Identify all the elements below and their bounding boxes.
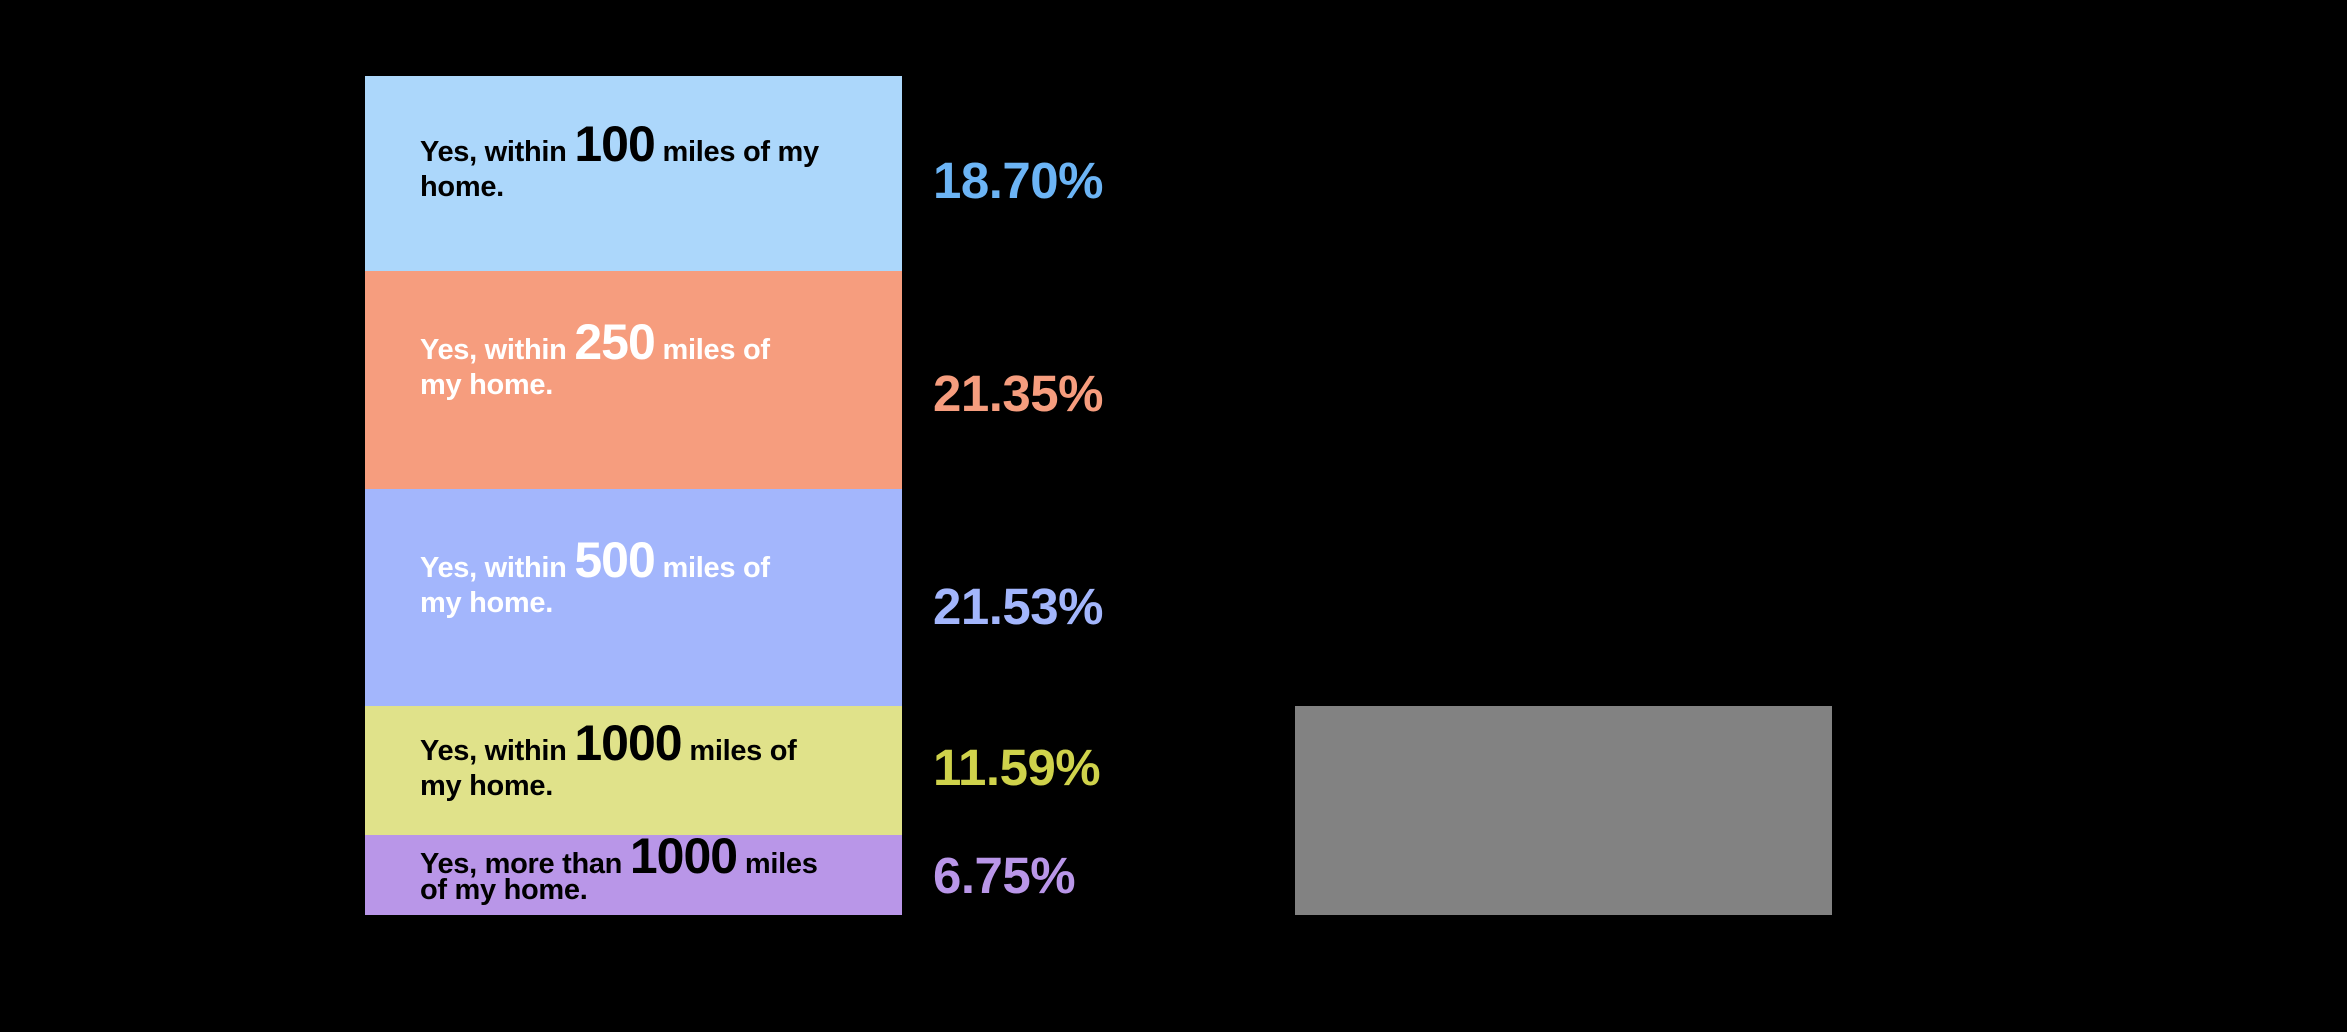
label-suffix: miles of [662,334,770,366]
segment-label-line2: home. [420,171,504,203]
segment-label-line2: my home. [420,587,553,619]
segment-label: Yes, within 1000 miles of my home. [420,718,797,804]
label-prefix: Yes, more than [420,848,623,880]
segment-label: Yes, more than 1000 miles of my home. [420,831,818,906]
label-number: 500 [574,532,655,588]
label-prefix: Yes, within [420,735,567,767]
label-number: 1000 [574,715,682,771]
segment-more-than-1000-miles: Yes, more than 1000 miles of my home. [365,831,902,915]
segment-label-line2: of my home. [420,874,588,906]
label-suffix: miles [744,848,818,880]
segment-label: Yes, within 100 miles of my home. [420,119,820,205]
segment-label-line2: my home. [420,369,553,401]
segment-label-line1: Yes, within 250 miles of [420,317,770,368]
placeholder-box [1295,706,1832,915]
value-label-within-250: 21.35% [933,365,1103,422]
segment-label-line1: Yes, more than 1000 miles [420,831,818,881]
segment-label-line2: my home. [420,770,553,802]
segment-within-500-miles: Yes, within 500 miles of my home. [365,489,902,706]
value-label-more-than-1000: 6.75% [933,847,1076,904]
segment-within-250-miles: Yes, within 250 miles of my home. [365,271,902,489]
value-label-within-500: 21.53% [933,578,1103,635]
label-number: 1000 [629,828,738,884]
value-label-within-1000: 11.59% [933,739,1101,796]
label-prefix: Yes, within [420,552,567,584]
stacked-bar: Yes, within 100 miles of my home. Yes, w… [365,76,902,915]
label-prefix: Yes, within [420,334,567,366]
segment-label-line1: Yes, within 1000 miles of [420,718,797,769]
label-suffix: miles of [689,735,797,767]
segment-label-line1: Yes, within 500 miles of [420,535,770,586]
segment-within-100-miles: Yes, within 100 miles of my home. [365,76,902,271]
segment-label: Yes, within 250 miles of my home. [420,317,770,403]
segment-within-1000-miles: Yes, within 1000 miles of my home. [365,706,902,835]
value-label-within-100: 18.70% [933,152,1103,209]
segment-label: Yes, within 500 miles of my home. [420,535,770,621]
label-suffix: miles of my [662,136,820,168]
segment-label-line1: Yes, within 100 miles of my [420,119,820,170]
label-number: 100 [574,116,655,172]
label-number: 250 [574,314,655,370]
label-suffix: miles of [662,552,770,584]
label-prefix: Yes, within [420,136,567,168]
